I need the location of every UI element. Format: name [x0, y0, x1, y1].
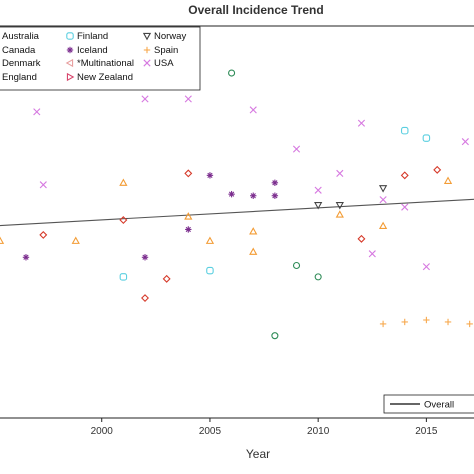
fit-legend-box: [383, 394, 474, 414]
point-iceland-1: [22, 254, 30, 261]
point-england-2: [71, 236, 80, 244]
point-usa-9: [357, 119, 366, 127]
point-norway-3: [378, 185, 388, 193]
point-usa-5: [249, 106, 257, 114]
chart-title: Overall Incidence Trend: [188, 3, 323, 17]
point-iceland-5: [228, 190, 235, 198]
fit-legend-label: Overall: [424, 400, 454, 411]
point-usa-3: [141, 95, 149, 103]
point-spain-2: [401, 318, 408, 326]
point-usa-2: [33, 108, 41, 116]
point-finland-4: [422, 134, 431, 142]
x-axis-label: Year: [246, 447, 270, 461]
point-spain-3: [423, 316, 430, 324]
point-finland-2: [206, 266, 214, 275]
trend-layer: [0, 198, 474, 227]
x-tick-label-2010: 2010: [307, 426, 330, 437]
point-england-9: [378, 221, 388, 230]
x-tick-labels: 2000 2005 2010 2015: [91, 418, 438, 437]
point-denmark-1: [39, 230, 48, 239]
legend-label-england: England: [2, 72, 37, 83]
point-usa-13: [401, 203, 409, 211]
point-england-1: [0, 236, 5, 244]
point-england-4: [184, 212, 193, 220]
point-iceland-6: [250, 192, 257, 199]
legend-label-iceland: Iceland: [77, 45, 108, 56]
point-canada-1: [228, 69, 236, 77]
legend-marker-norway: [142, 32, 152, 41]
point-denmark-2: [119, 216, 128, 225]
point-canada-4: [271, 332, 279, 340]
legend-label-australia: Australia: [2, 31, 40, 42]
legend-label-canada: Canada: [2, 45, 36, 56]
trend-line: [0, 198, 474, 227]
point-spain-5: [466, 320, 473, 328]
legend-marker-new-zealand: [66, 72, 75, 82]
point-iceland-3: [185, 226, 192, 233]
x-tick-label-2005: 2005: [199, 426, 222, 437]
x-tick-label-2015: 2015: [415, 426, 438, 437]
point-denmark-4: [141, 294, 149, 303]
fit-legend: Overall: [383, 394, 474, 414]
point-canada-2: [292, 261, 301, 270]
point-canada-3: [314, 273, 322, 281]
point-denmark-5: [357, 234, 366, 243]
legend-marker-iceland: [66, 46, 74, 54]
series-legend: Australia Canada Denmark England Finland Icel…: [0, 26, 201, 91]
x-tick-label-2000: 2000: [91, 426, 114, 437]
legend-label-denmark: Denmark: [2, 58, 41, 69]
point-iceland-4: [206, 172, 214, 179]
point-finland-1: [119, 273, 128, 281]
point-usa-8: [336, 169, 344, 177]
legend-marker-usa: [143, 59, 151, 67]
point-usa-10: [379, 196, 387, 204]
point-usa-4: [184, 95, 192, 103]
point-denmark-8: [162, 274, 171, 283]
point-england-10: [443, 176, 453, 184]
point-england-7: [249, 247, 258, 255]
point-denmark-7: [433, 165, 442, 174]
point-england-8: [335, 210, 344, 218]
series-legend-box: [0, 26, 201, 91]
legend-label-finland: Finland: [77, 31, 108, 42]
point-spain-4: [444, 318, 452, 326]
point-denmark-3: [184, 169, 193, 178]
point-norway-1: [314, 202, 323, 210]
point-england-5: [205, 236, 215, 244]
point-iceland-2: [141, 254, 149, 261]
legend-label-multinational: *Multinational: [77, 58, 134, 69]
point-usa-11: [422, 263, 430, 271]
point-england-6: [249, 227, 258, 235]
point-usa-1: [39, 181, 47, 189]
point-finland-3: [400, 126, 409, 135]
point-england-3: [119, 178, 128, 186]
point-spain-1: [379, 320, 387, 328]
legend-marker-spain: [143, 46, 151, 54]
point-usa-14: [368, 250, 376, 258]
point-usa-12: [461, 138, 469, 146]
point-usa-7: [314, 186, 322, 194]
point-iceland-7: [271, 192, 279, 199]
legend-label-new-zealand: New Zealand: [77, 72, 133, 83]
legend-marker-finland: [66, 32, 74, 40]
legend-label-spain: Spain: [154, 45, 178, 56]
point-iceland-8: [271, 179, 279, 186]
legend-label-norway: Norway: [154, 31, 186, 42]
point-norway-2: [335, 202, 344, 210]
point-usa-6: [292, 145, 301, 153]
legend-label-usa: USA: [154, 58, 174, 69]
legend-marker-multinational: [65, 58, 74, 68]
point-denmark-6: [400, 171, 409, 180]
data-markers: [0, 69, 473, 340]
